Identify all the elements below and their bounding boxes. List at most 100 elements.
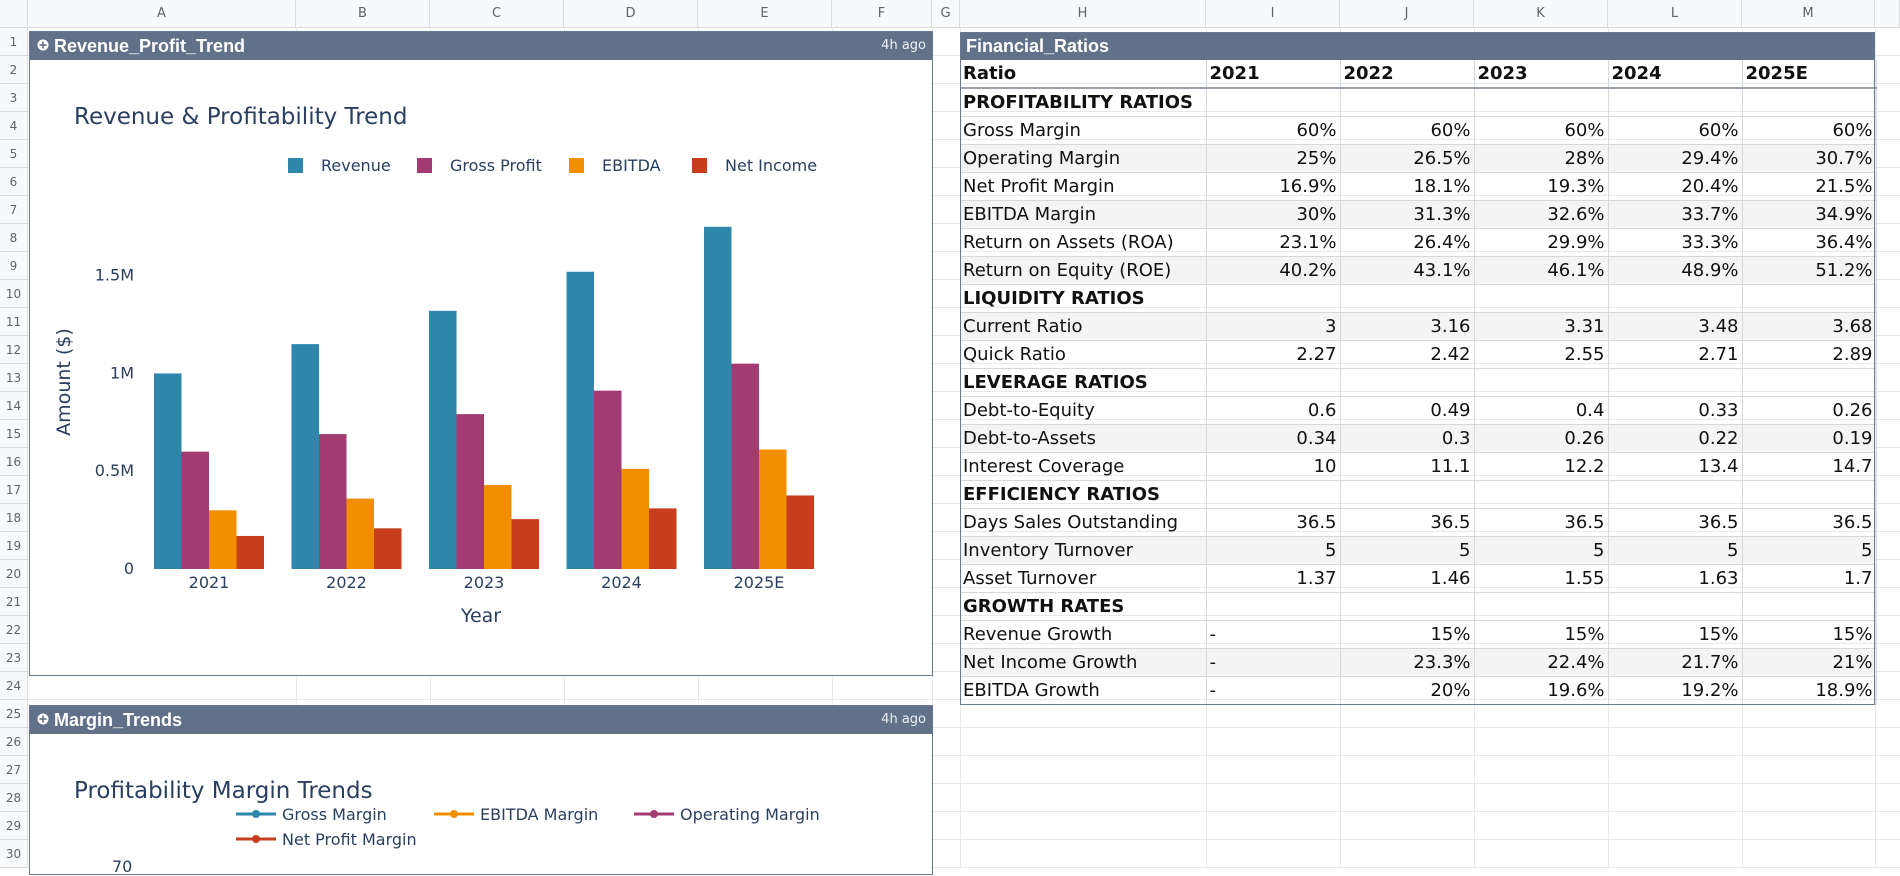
- ratio-value-cell[interactable]: [1206, 284, 1341, 313]
- ratio-value-cell[interactable]: 36.5: [1340, 508, 1475, 537]
- column-header[interactable]: G: [932, 0, 960, 28]
- ratio-value-cell[interactable]: 1.7: [1742, 564, 1877, 593]
- ratio-value-cell[interactable]: 29.4%: [1608, 144, 1743, 173]
- ratio-value-cell[interactable]: [1340, 368, 1475, 397]
- column-header[interactable]: D: [564, 0, 698, 28]
- ratio-value-cell[interactable]: 16.9%: [1206, 172, 1341, 201]
- ratio-value-cell[interactable]: [1608, 284, 1743, 313]
- bar-net-income-2023[interactable]: [511, 519, 540, 569]
- bar-revenue-2022[interactable]: [291, 344, 320, 569]
- ratio-value-cell[interactable]: 0.4: [1474, 396, 1609, 425]
- ratio-value-cell[interactable]: 19.3%: [1474, 172, 1609, 201]
- row-header[interactable]: 27: [0, 756, 28, 784]
- row-header[interactable]: 24: [0, 672, 28, 700]
- ratio-value-cell[interactable]: 36.5: [1608, 508, 1743, 537]
- ratio-value-cell[interactable]: 33.3%: [1608, 228, 1743, 257]
- ratio-value-cell[interactable]: [1340, 480, 1475, 509]
- ratio-value-cell[interactable]: 29.9%: [1474, 228, 1609, 257]
- ratio-name-cell[interactable]: Gross Margin: [960, 116, 1207, 145]
- ratio-value-cell[interactable]: 25%: [1206, 144, 1341, 173]
- row-header[interactable]: 28: [0, 784, 28, 812]
- ratio-value-cell[interactable]: 36.4%: [1742, 228, 1877, 257]
- ratio-value-cell[interactable]: [1474, 88, 1609, 117]
- ratio-value-cell[interactable]: 1.55: [1474, 564, 1609, 593]
- bar-gross-profit-2021[interactable]: [181, 451, 210, 569]
- ratio-value-cell[interactable]: 60%: [1608, 116, 1743, 145]
- ratio-value-cell[interactable]: 0.22: [1608, 424, 1743, 453]
- ratio-value-cell[interactable]: -: [1206, 648, 1341, 677]
- ratio-value-cell[interactable]: 23.1%: [1206, 228, 1341, 257]
- ratio-value-cell[interactable]: 5: [1206, 536, 1341, 565]
- ratio-value-cell[interactable]: 48.9%: [1608, 256, 1743, 285]
- legend-item[interactable]: Net Income: [692, 156, 817, 175]
- ratio-value-cell[interactable]: 3.68: [1742, 312, 1877, 341]
- ratio-name-cell[interactable]: Revenue Growth: [960, 620, 1207, 649]
- ratio-value-cell[interactable]: 51.2%: [1742, 256, 1877, 285]
- ratio-value-cell[interactable]: 3: [1206, 312, 1341, 341]
- row-header[interactable]: 20: [0, 560, 28, 588]
- column-header[interactable]: B: [296, 0, 430, 28]
- ratio-value-cell[interactable]: 43.1%: [1340, 256, 1475, 285]
- ratio-value-cell[interactable]: 23.3%: [1340, 648, 1475, 677]
- ratio-value-cell[interactable]: [1206, 592, 1341, 621]
- ratio-name-cell[interactable]: Asset Turnover: [960, 564, 1207, 593]
- bar-net-income-2022[interactable]: [374, 528, 402, 569]
- ratio-value-cell[interactable]: 36.5: [1742, 508, 1877, 537]
- ratio-name-cell[interactable]: LIQUIDITY RATIOS: [960, 284, 1207, 313]
- ratio-value-cell[interactable]: 0.49: [1340, 396, 1475, 425]
- ratio-value-cell[interactable]: 0.26: [1474, 424, 1609, 453]
- row-header[interactable]: 17: [0, 476, 28, 504]
- ratio-value-cell[interactable]: [1742, 284, 1877, 313]
- row-header[interactable]: 23: [0, 644, 28, 672]
- bar-ebitda-2025E[interactable]: [759, 449, 787, 569]
- ratio-name-cell[interactable]: Debt-to-Equity: [960, 396, 1207, 425]
- row-header[interactable]: 3: [0, 84, 28, 112]
- row-header[interactable]: 12: [0, 336, 28, 364]
- ratio-value-cell[interactable]: 5: [1742, 536, 1877, 565]
- column-header[interactable]: C: [430, 0, 564, 28]
- ratio-name-cell[interactable]: Interest Coverage: [960, 452, 1207, 481]
- ratio-name-cell[interactable]: EBITDA Growth: [960, 676, 1207, 705]
- ratio-name-cell[interactable]: Net Income Growth: [960, 648, 1207, 677]
- legend-item[interactable]: Net Profit Margin: [236, 830, 417, 849]
- row-header[interactable]: 10: [0, 280, 28, 308]
- panel-header[interactable]: Margin_Trends 4h ago: [30, 706, 932, 734]
- row-header[interactable]: 11: [0, 308, 28, 336]
- ratio-value-cell[interactable]: 26.5%: [1340, 144, 1475, 173]
- row-header[interactable]: 9: [0, 252, 28, 280]
- ratio-value-cell[interactable]: 0.33: [1608, 396, 1743, 425]
- column-header[interactable]: J: [1340, 0, 1474, 28]
- row-header[interactable]: 22: [0, 616, 28, 644]
- ratio-value-cell[interactable]: 1.63: [1608, 564, 1743, 593]
- row-header[interactable]: 6: [0, 168, 28, 196]
- ratios-column-header[interactable]: 2022: [1340, 60, 1475, 89]
- ratio-value-cell[interactable]: 13.4: [1608, 452, 1743, 481]
- column-header[interactable]: E: [698, 0, 832, 28]
- ratio-name-cell[interactable]: Days Sales Outstanding: [960, 508, 1207, 537]
- ratio-value-cell[interactable]: 2.71: [1608, 340, 1743, 369]
- ratio-value-cell[interactable]: 60%: [1340, 116, 1475, 145]
- bar-gross-profit-2024[interactable]: [594, 390, 622, 569]
- ratios-table[interactable]: Ratio 2021 2022 2023 2024 2025E PROFITABILITY …: [960, 60, 1877, 705]
- ratios-range-header[interactable]: Financial_Ratios: [960, 32, 1875, 60]
- ratio-name-cell[interactable]: Current Ratio: [960, 312, 1207, 341]
- ratio-value-cell[interactable]: [1742, 480, 1877, 509]
- ratio-value-cell[interactable]: 18.9%: [1742, 676, 1877, 705]
- row-header[interactable]: 7: [0, 196, 28, 224]
- ratio-value-cell[interactable]: [1608, 88, 1743, 117]
- bar-gross-profit-2025E[interactable]: [731, 363, 760, 569]
- row-header[interactable]: 1: [0, 28, 28, 56]
- row-header[interactable]: 21: [0, 588, 28, 616]
- ratio-value-cell[interactable]: 46.1%: [1474, 256, 1609, 285]
- legend-item[interactable]: EBITDA Margin: [434, 805, 598, 824]
- column-header[interactable]: L: [1608, 0, 1742, 28]
- ratio-value-cell[interactable]: [1340, 592, 1475, 621]
- ratio-value-cell[interactable]: [1742, 592, 1877, 621]
- chart-panel-margin-trends[interactable]: Margin_Trends 4h ago Profitability Margi…: [29, 705, 933, 876]
- bar-ebitda-2023[interactable]: [484, 484, 512, 569]
- ratios-column-header[interactable]: Ratio: [960, 60, 1207, 89]
- ratio-value-cell[interactable]: [1340, 284, 1475, 313]
- row-header[interactable]: 13: [0, 364, 28, 392]
- ratio-value-cell[interactable]: 0.6: [1206, 396, 1341, 425]
- ratio-value-cell[interactable]: 21%: [1742, 648, 1877, 677]
